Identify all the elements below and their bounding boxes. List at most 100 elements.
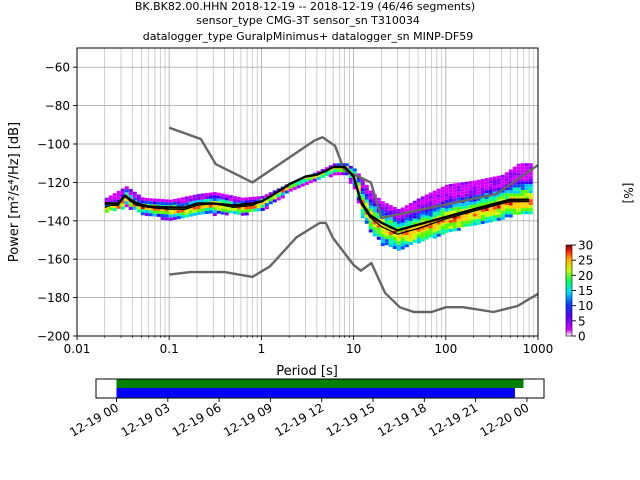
mode-line <box>104 166 530 235</box>
density-cell <box>472 204 477 208</box>
density-cell <box>508 205 513 209</box>
density-cell <box>400 240 405 244</box>
density-cell <box>216 210 221 214</box>
density-cell <box>136 200 141 204</box>
density-cell <box>488 180 493 184</box>
density-cell <box>372 224 377 228</box>
density-cell <box>492 212 497 216</box>
density-cell <box>492 206 497 210</box>
density-cell <box>380 228 385 232</box>
density-cell <box>516 169 521 173</box>
density-cell <box>456 191 461 195</box>
density-cell <box>416 204 421 208</box>
density-cell <box>168 214 173 218</box>
density-cell <box>428 195 433 199</box>
density-cell <box>360 194 365 198</box>
density-cell <box>228 210 233 214</box>
timeline-tick-label: 12-19 00 <box>67 400 121 439</box>
density-cell <box>240 209 245 213</box>
density-cell <box>196 196 201 200</box>
density-cell <box>452 210 457 214</box>
x-tick-label: 1000 <box>523 342 554 356</box>
density-cell <box>244 200 249 204</box>
density-cell <box>440 186 445 190</box>
density-cell <box>512 187 517 191</box>
density-cell <box>528 196 533 200</box>
density-cell <box>508 208 513 212</box>
y-tick-label: −200 <box>37 330 70 344</box>
density-cell <box>380 237 385 241</box>
density-cell <box>360 206 365 210</box>
density-cell <box>372 212 377 216</box>
density-cell <box>476 203 481 207</box>
density-cell <box>252 199 257 203</box>
density-cell <box>336 172 341 176</box>
density-cell <box>128 191 133 195</box>
density-cell <box>492 185 497 189</box>
density-cell <box>468 196 473 200</box>
density-cell <box>244 212 249 216</box>
density-cell <box>400 216 405 220</box>
density-cell <box>264 206 269 210</box>
density-cell <box>516 166 521 170</box>
nlnm-line <box>169 221 538 314</box>
density-cell <box>508 184 513 188</box>
density-cell <box>524 202 529 206</box>
density-cell <box>472 222 477 226</box>
density-cell <box>408 202 413 206</box>
density-cell <box>396 247 401 251</box>
density-cell <box>196 208 201 212</box>
density-cell <box>440 207 445 211</box>
density-cell <box>456 209 461 213</box>
density-cell <box>384 242 389 246</box>
density-cell <box>192 194 197 198</box>
density-cell <box>528 187 533 191</box>
density-cell <box>436 197 441 201</box>
density-cell <box>440 198 445 202</box>
density-cell <box>484 202 489 206</box>
density-cell <box>484 217 489 221</box>
density-cell <box>528 175 533 179</box>
density-cell <box>528 202 533 206</box>
density-cell <box>432 208 437 212</box>
density-cell <box>524 208 529 212</box>
density-cell <box>528 190 533 194</box>
density-cell <box>336 169 341 173</box>
density-cell <box>420 202 425 206</box>
density-cell <box>284 187 289 191</box>
density-cell <box>424 203 429 207</box>
density-cell <box>376 197 381 201</box>
density-cell <box>524 196 529 200</box>
density-cell <box>424 236 429 240</box>
density-cell <box>252 196 257 200</box>
density-cell <box>432 199 437 203</box>
density-cell <box>348 168 353 172</box>
density-cell <box>468 193 473 197</box>
density-cell <box>108 198 113 202</box>
density-cell <box>448 219 453 223</box>
density-cell <box>160 217 165 221</box>
density-cell <box>424 233 429 237</box>
density-cell <box>120 206 125 210</box>
density-cell <box>528 166 533 170</box>
density-cell <box>440 225 445 229</box>
density-cell <box>448 186 453 190</box>
density-cell <box>476 191 481 195</box>
density-cell <box>272 196 277 200</box>
density-cell <box>500 177 505 181</box>
density-cell <box>144 212 149 216</box>
density-cell <box>484 181 489 185</box>
density-cell <box>340 172 345 176</box>
density-cell <box>408 217 413 221</box>
density-cell <box>296 185 301 189</box>
density-cell <box>232 208 237 212</box>
density-cell <box>488 201 493 205</box>
density-cell <box>196 205 201 209</box>
density-cell <box>472 183 477 187</box>
density-cell <box>420 232 425 236</box>
y-tick-label: −80 <box>45 99 70 113</box>
density-cell <box>384 230 389 234</box>
density-cell <box>412 212 417 216</box>
density-cell <box>220 211 225 215</box>
